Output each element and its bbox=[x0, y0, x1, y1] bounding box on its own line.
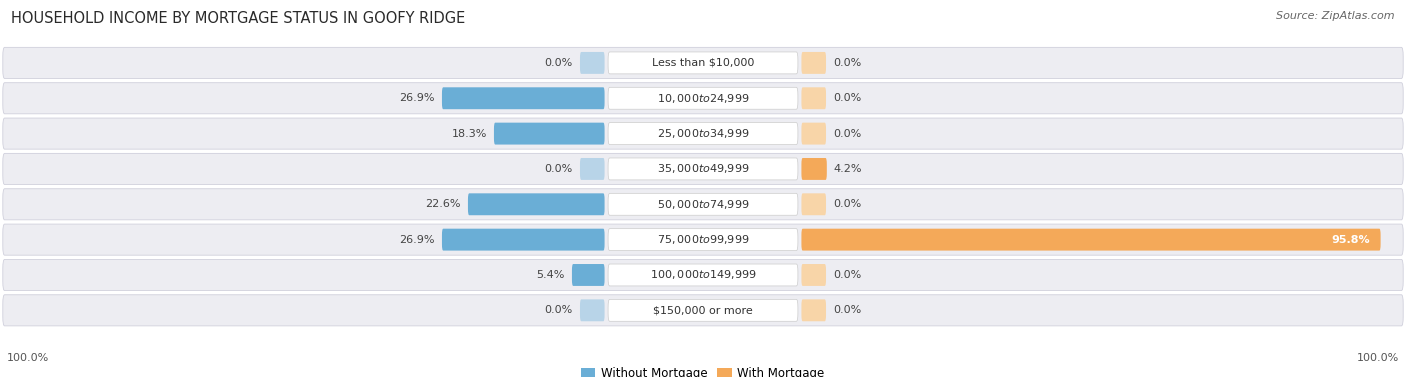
FancyBboxPatch shape bbox=[801, 264, 827, 286]
Text: 0.0%: 0.0% bbox=[832, 58, 862, 68]
FancyBboxPatch shape bbox=[609, 123, 799, 144]
FancyBboxPatch shape bbox=[3, 48, 1403, 78]
Text: $35,000 to $49,999: $35,000 to $49,999 bbox=[657, 162, 749, 175]
Text: 0.0%: 0.0% bbox=[832, 93, 862, 103]
Text: 5.4%: 5.4% bbox=[537, 270, 565, 280]
Text: 22.6%: 22.6% bbox=[426, 199, 461, 209]
Text: 95.8%: 95.8% bbox=[1331, 234, 1369, 245]
FancyBboxPatch shape bbox=[801, 193, 827, 215]
FancyBboxPatch shape bbox=[3, 118, 1403, 149]
Text: Source: ZipAtlas.com: Source: ZipAtlas.com bbox=[1277, 11, 1395, 21]
FancyBboxPatch shape bbox=[441, 87, 605, 109]
FancyBboxPatch shape bbox=[801, 158, 827, 180]
Text: 26.9%: 26.9% bbox=[399, 234, 434, 245]
FancyBboxPatch shape bbox=[468, 193, 605, 215]
Text: 18.3%: 18.3% bbox=[451, 129, 486, 139]
FancyBboxPatch shape bbox=[494, 123, 605, 144]
Text: 26.9%: 26.9% bbox=[399, 93, 434, 103]
FancyBboxPatch shape bbox=[3, 83, 1403, 114]
Text: Less than $10,000: Less than $10,000 bbox=[652, 58, 754, 68]
Text: 0.0%: 0.0% bbox=[544, 305, 574, 315]
Legend: Without Mortgage, With Mortgage: Without Mortgage, With Mortgage bbox=[576, 362, 830, 377]
FancyBboxPatch shape bbox=[3, 189, 1403, 220]
FancyBboxPatch shape bbox=[801, 87, 827, 109]
Text: 0.0%: 0.0% bbox=[544, 58, 574, 68]
FancyBboxPatch shape bbox=[3, 153, 1403, 184]
FancyBboxPatch shape bbox=[609, 264, 799, 286]
Text: 0.0%: 0.0% bbox=[832, 129, 862, 139]
FancyBboxPatch shape bbox=[609, 193, 799, 215]
FancyBboxPatch shape bbox=[609, 229, 799, 251]
Text: 100.0%: 100.0% bbox=[1357, 353, 1399, 363]
FancyBboxPatch shape bbox=[801, 229, 1381, 251]
Text: $75,000 to $99,999: $75,000 to $99,999 bbox=[657, 233, 749, 246]
FancyBboxPatch shape bbox=[3, 295, 1403, 326]
FancyBboxPatch shape bbox=[581, 52, 605, 74]
Text: 100.0%: 100.0% bbox=[7, 353, 49, 363]
Text: $25,000 to $34,999: $25,000 to $34,999 bbox=[657, 127, 749, 140]
FancyBboxPatch shape bbox=[572, 264, 605, 286]
FancyBboxPatch shape bbox=[581, 299, 605, 321]
FancyBboxPatch shape bbox=[801, 299, 827, 321]
Text: HOUSEHOLD INCOME BY MORTGAGE STATUS IN GOOFY RIDGE: HOUSEHOLD INCOME BY MORTGAGE STATUS IN G… bbox=[11, 11, 465, 26]
Text: 4.2%: 4.2% bbox=[834, 164, 862, 174]
Text: 0.0%: 0.0% bbox=[544, 164, 574, 174]
FancyBboxPatch shape bbox=[609, 87, 799, 109]
FancyBboxPatch shape bbox=[609, 299, 799, 321]
Text: $150,000 or more: $150,000 or more bbox=[654, 305, 752, 315]
Text: $50,000 to $74,999: $50,000 to $74,999 bbox=[657, 198, 749, 211]
FancyBboxPatch shape bbox=[441, 229, 605, 251]
FancyBboxPatch shape bbox=[3, 259, 1403, 291]
FancyBboxPatch shape bbox=[3, 224, 1403, 255]
FancyBboxPatch shape bbox=[801, 52, 827, 74]
FancyBboxPatch shape bbox=[609, 52, 799, 74]
FancyBboxPatch shape bbox=[609, 158, 799, 180]
FancyBboxPatch shape bbox=[581, 158, 605, 180]
Text: $100,000 to $149,999: $100,000 to $149,999 bbox=[650, 268, 756, 282]
Text: 0.0%: 0.0% bbox=[832, 199, 862, 209]
FancyBboxPatch shape bbox=[801, 123, 827, 144]
Text: 0.0%: 0.0% bbox=[832, 270, 862, 280]
Text: 0.0%: 0.0% bbox=[832, 305, 862, 315]
Text: $10,000 to $24,999: $10,000 to $24,999 bbox=[657, 92, 749, 105]
